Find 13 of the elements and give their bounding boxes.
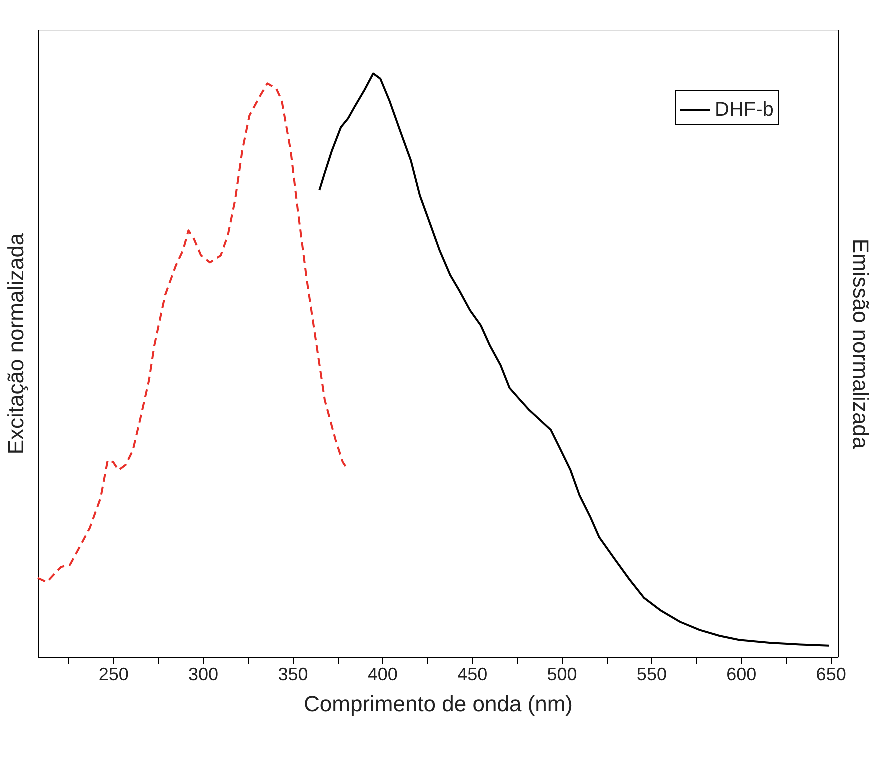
x-tick-label: 250 (98, 664, 129, 684)
x-tick-label: 450 (458, 664, 488, 684)
x-tick-label: 350 (278, 664, 308, 684)
x-axis-title: Comprimento de onda (nm) (304, 692, 574, 716)
legend-label: DHF-b (715, 99, 774, 121)
x-tick-label: 400 (368, 664, 398, 684)
x-tick-label: 500 (547, 664, 578, 684)
y-axis-title: Excitação normalizada (4, 232, 28, 455)
x-tick-label: 550 (636, 664, 667, 684)
x-tick-label: 300 (188, 664, 219, 684)
y2-axis-title: Emissão normalizada (848, 238, 874, 450)
x-tick-label: 650 (816, 664, 846, 684)
x-tick-label: 600 (726, 664, 757, 684)
